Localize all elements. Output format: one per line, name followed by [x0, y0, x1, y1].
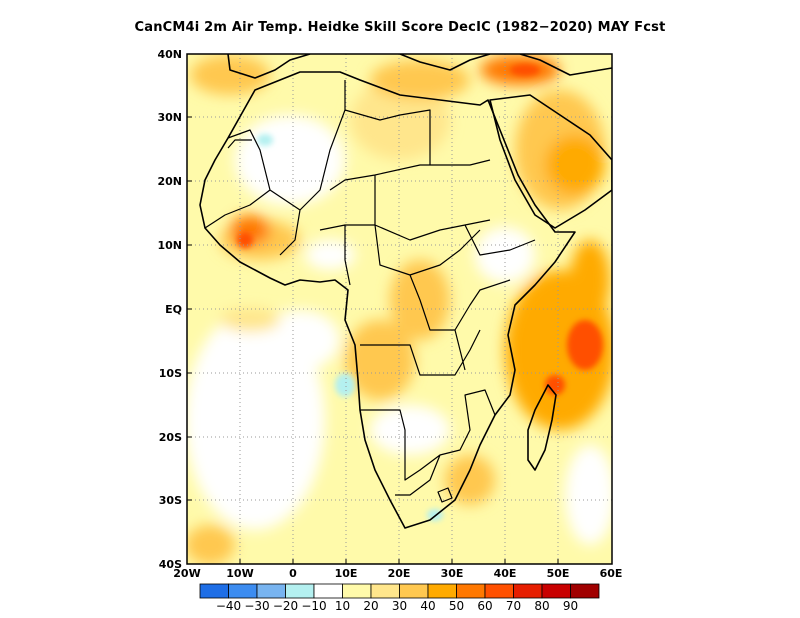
gridlines	[187, 54, 612, 564]
colorbar-label: 20	[363, 599, 378, 613]
map-title: CanCM4i 2m Air Temp. Heidke Skill Score …	[134, 20, 666, 35]
colorbar-swatch	[456, 583, 486, 599]
colorbar-swatch	[541, 583, 571, 599]
lon-label: 10E	[335, 567, 358, 580]
lon-labels: 20W 10W 0 10E 20E 30E 40E 50E 60E	[173, 567, 622, 580]
colorbar-swatch	[513, 583, 543, 599]
colorbar-label: 50	[449, 599, 464, 613]
colorbar-label: −40	[216, 599, 241, 613]
coastlines	[199, 54, 612, 529]
colorbar-label: −20	[273, 599, 298, 613]
lat-label: 20S	[159, 431, 182, 444]
colorbar-swatch	[427, 583, 457, 599]
frame-ticks	[187, 116, 559, 564]
lon-label: 40E	[494, 567, 517, 580]
colorbar-swatch	[199, 583, 229, 599]
colorbar-label: 10	[335, 599, 350, 613]
lon-label: 20W	[173, 567, 200, 580]
europe-coastline	[227, 54, 311, 79]
arabia-coastline	[489, 94, 612, 229]
colorbar-swatch	[484, 583, 514, 599]
lon-label: 30E	[441, 567, 464, 580]
colorbar-swatch	[370, 583, 400, 599]
lat-label: 40N	[157, 48, 182, 61]
lon-label: 10W	[226, 567, 253, 580]
lon-label: 0	[289, 567, 297, 580]
colorbar-label: −30	[244, 599, 269, 613]
colorbar-label: 40	[420, 599, 435, 613]
colorbar-swatch	[570, 583, 600, 599]
lon-label: 20E	[388, 567, 411, 580]
colorbar-swatch	[342, 583, 372, 599]
colorbar	[199, 583, 600, 599]
colorbar-swatch	[313, 583, 343, 599]
colorbar-label: −10	[301, 599, 326, 613]
lat-label: 30S	[159, 494, 182, 507]
lon-label: 50E	[547, 567, 570, 580]
colorbar-label: 60	[477, 599, 492, 613]
colorbar-swatch	[228, 583, 258, 599]
colorbar-label: 30	[392, 599, 407, 613]
lat-label: 30N	[157, 111, 182, 124]
lat-labels: 40N 30N 20N 10N EQ 10S 20S 30S 40S	[157, 48, 182, 571]
lat-label: 20N	[157, 175, 182, 188]
country-borders	[204, 80, 536, 496]
colorbar-labels: −40 −30 −20 −10 10 20 30 40 50 60 70 80 90	[216, 599, 578, 613]
lon-label: 60E	[600, 567, 623, 580]
colorbar-swatch	[399, 583, 429, 599]
lat-label: 10S	[159, 367, 182, 380]
colorbar-label: 70	[506, 599, 521, 613]
lat-label: 40S	[159, 558, 182, 571]
colorbar-label: 80	[534, 599, 549, 613]
colorbar-swatch	[256, 583, 286, 599]
lat-label: EQ	[165, 303, 182, 316]
colorbar-swatch	[285, 583, 315, 599]
africa-coastline	[199, 71, 576, 529]
madagascar-coastline	[527, 384, 557, 471]
colorbar-label: 90	[563, 599, 578, 613]
lat-label: 10N	[157, 239, 182, 252]
